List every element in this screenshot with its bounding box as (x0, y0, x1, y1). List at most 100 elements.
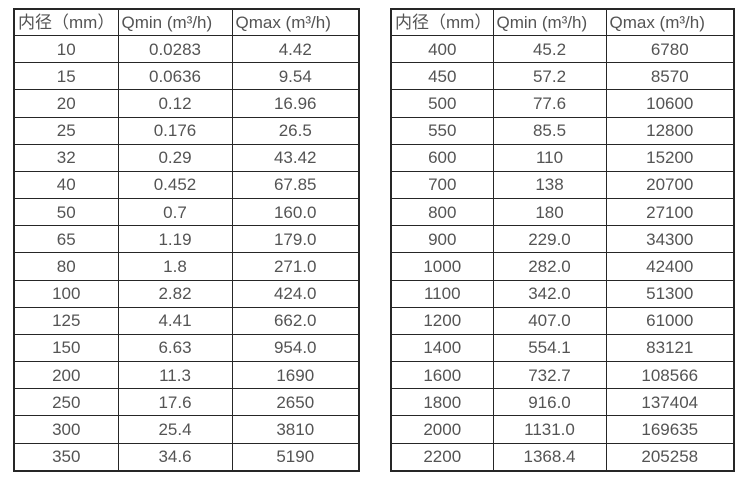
table-cell: 450 (390, 62, 494, 91)
table-cell: 0.0283 (117, 34, 233, 64)
table-cell: 350 (13, 442, 119, 472)
table-cell: 45.2 (492, 34, 607, 64)
column-header-qmax: Qmax (m³/h) (605, 8, 735, 36)
table-cell: 554.1 (492, 333, 607, 363)
table-cell: 954.0 (231, 333, 360, 363)
table-cell: 17.6 (117, 388, 233, 417)
table-cell: 1600 (390, 361, 494, 390)
table-cell: 6.63 (117, 333, 233, 363)
table-cell: 800 (390, 198, 494, 227)
column-header-qmin: Qmin (m³/h) (117, 8, 233, 36)
table-cell: 61000 (605, 306, 735, 335)
table-cell: 160.0 (231, 198, 360, 227)
table-row: 15 0.0636 9.54 (13, 62, 360, 91)
table-row: 20 0.12 16.96 (13, 89, 360, 118)
table-cell: 34.6 (117, 442, 233, 472)
table-cell: 662.0 (231, 306, 360, 335)
table-cell: 250 (13, 388, 119, 417)
table-cell: 1100 (390, 279, 494, 308)
table-row: 1600 732.7 108566 (390, 361, 735, 390)
table-cell: 0.7 (117, 198, 233, 227)
table-row: 1800 916.0 137404 (390, 388, 735, 417)
table-row: 800 180 27100 (390, 198, 735, 227)
table-row: 125 4.41 662.0 (13, 306, 360, 335)
table-cell: 179.0 (231, 225, 360, 254)
table-row: 100 2.82 424.0 (13, 279, 360, 308)
table-row: 200 11.3 1690 (13, 361, 360, 390)
table-cell: 6780 (605, 34, 735, 64)
table-cell: 110 (492, 143, 607, 172)
table-cell: 20700 (605, 170, 735, 200)
table-cell: 900 (390, 225, 494, 254)
table-cell: 40 (13, 170, 119, 200)
table-row: 600 110 15200 (390, 143, 735, 172)
table-cell: 8570 (605, 62, 735, 91)
table-cell: 85.5 (492, 116, 607, 145)
table-cell: 600 (390, 143, 494, 172)
table-cell: 229.0 (492, 225, 607, 254)
table-cell: 200 (13, 361, 119, 390)
table-cell: 1.19 (117, 225, 233, 254)
table-cell: 10600 (605, 89, 735, 118)
table-cell: 1131.0 (492, 415, 607, 444)
table-cell: 16.96 (231, 89, 360, 118)
table-row: 350 34.6 5190 (13, 442, 360, 472)
table-cell: 0.29 (117, 143, 233, 172)
table-cell: 9.54 (231, 62, 360, 91)
table-cell: 400 (390, 34, 494, 64)
table-row: 500 77.6 10600 (390, 89, 735, 118)
table-row: 150 6.63 954.0 (13, 333, 360, 363)
table-row: 32 0.29 43.42 (13, 143, 360, 172)
table-cell: 137404 (605, 388, 735, 417)
table-row: 700 138 20700 (390, 170, 735, 200)
table-row: 1400 554.1 83121 (390, 333, 735, 363)
table-cell: 138 (492, 170, 607, 200)
table-cell: 77.6 (492, 89, 607, 118)
table-cell: 25 (13, 116, 119, 145)
table-cell: 0.12 (117, 89, 233, 118)
table-row: 300 25.4 3810 (13, 415, 360, 444)
table-cell: 282.0 (492, 252, 607, 281)
header-row: 内径（mm） Qmin (m³/h) Qmax (m³/h) (13, 8, 360, 36)
table-cell: 0.176 (117, 116, 233, 145)
table-cell: 342.0 (492, 279, 607, 308)
column-header-inner-diameter: 内径（mm） (13, 8, 119, 36)
table-cell: 271.0 (231, 252, 360, 281)
table-cell: 1.8 (117, 252, 233, 281)
table-row: 900 229.0 34300 (390, 225, 735, 254)
table-row: 50 0.7 160.0 (13, 198, 360, 227)
table-cell: 1368.4 (492, 442, 607, 472)
flow-rate-table-large-diameters: 内径（mm） Qmin (m³/h) Qmax (m³/h) 400 45.2 67… (390, 8, 735, 472)
table-row: 1000 282.0 42400 (390, 252, 735, 281)
table-cell: 11.3 (117, 361, 233, 390)
table-cell: 32 (13, 143, 119, 172)
table-row: 550 85.5 12800 (390, 116, 735, 145)
table-cell: 42400 (605, 252, 735, 281)
table-cell: 51300 (605, 279, 735, 308)
header-row: 内径（mm） Qmin (m³/h) Qmax (m³/h) (390, 8, 735, 36)
table-cell: 15200 (605, 143, 735, 172)
table-row: 1100 342.0 51300 (390, 279, 735, 308)
table-row: 25 0.176 26.5 (13, 116, 360, 145)
table-cell: 65 (13, 225, 119, 254)
table-cell: 50 (13, 198, 119, 227)
table-cell: 12800 (605, 116, 735, 145)
table-cell: 2.82 (117, 279, 233, 308)
table-cell: 407.0 (492, 306, 607, 335)
table-cell: 10 (13, 34, 119, 64)
table-cell: 3810 (231, 415, 360, 444)
table-cell: 1690 (231, 361, 360, 390)
table-cell: 1200 (390, 306, 494, 335)
table-cell: 83121 (605, 333, 735, 363)
table-row: 40 0.452 67.85 (13, 170, 360, 200)
table-row: 250 17.6 2650 (13, 388, 360, 417)
column-header-qmin: Qmin (m³/h) (492, 8, 607, 36)
table-cell: 1800 (390, 388, 494, 417)
table-cell: 0.0636 (117, 62, 233, 91)
column-header-inner-diameter: 内径（mm） (390, 8, 494, 36)
table-cell: 169635 (605, 415, 735, 444)
table-cell: 732.7 (492, 361, 607, 390)
table-cell: 34300 (605, 225, 735, 254)
table-row: 1200 407.0 61000 (390, 306, 735, 335)
